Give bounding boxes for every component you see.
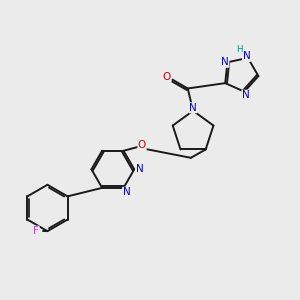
Text: N: N <box>242 51 250 62</box>
Text: N: N <box>123 187 130 197</box>
Text: N: N <box>189 103 197 113</box>
Text: H: H <box>236 45 242 54</box>
Text: O: O <box>163 72 171 82</box>
Text: F: F <box>33 226 39 236</box>
Text: N: N <box>242 90 250 100</box>
Text: N: N <box>136 164 143 174</box>
Text: O: O <box>138 140 146 150</box>
Text: N: N <box>221 57 229 67</box>
